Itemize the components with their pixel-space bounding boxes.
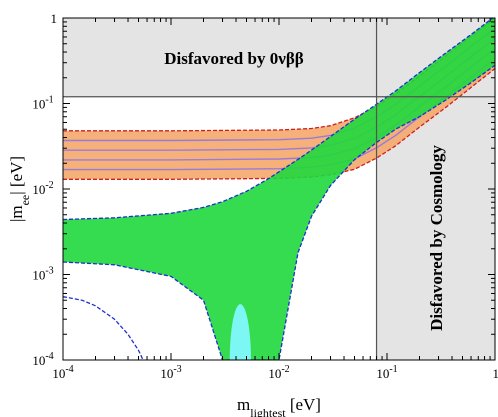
y-axis-label: |mee| [eV] bbox=[7, 156, 32, 222]
region-label-cosmology: Disfavored by Cosmology bbox=[427, 145, 446, 331]
y-axis-label-unit: | [eV] bbox=[7, 156, 26, 195]
reference-lines bbox=[63, 18, 495, 360]
x-tick-label: 10-2 bbox=[268, 364, 289, 381]
x-tick-label: 10-4 bbox=[52, 364, 73, 381]
region-label-0vbb: Disfavored by 0νββ bbox=[164, 49, 304, 68]
mass-bands bbox=[63, 18, 495, 360]
y-tick-label: 10-4 bbox=[32, 351, 53, 368]
y-tick-label: 10-3 bbox=[32, 266, 53, 283]
excluded-regions bbox=[63, 18, 495, 360]
cyan-spot-0 bbox=[229, 304, 251, 360]
x-axis-label: mlightest [eV] bbox=[237, 395, 321, 417]
x-axis-label-unit: [eV] bbox=[286, 395, 321, 414]
axis-ticks bbox=[62, 17, 496, 361]
y-axis-label-main: |m bbox=[7, 205, 26, 222]
x-axis-label-main: m bbox=[237, 395, 250, 414]
y-axis-label-sub: ee bbox=[18, 195, 32, 206]
band-normal-upper-edge bbox=[63, 18, 494, 221]
x-tick-label: 1 bbox=[493, 366, 498, 381]
x-tick-label: 10-3 bbox=[160, 364, 181, 381]
y-tick-label: 10-1 bbox=[32, 95, 53, 112]
cyan-spots bbox=[229, 304, 251, 360]
dashed-curve-0 bbox=[63, 296, 144, 360]
x-tick-label: 10-1 bbox=[376, 364, 397, 381]
tick-labels: 10-4 10-3 10-2 10-1 1 10-4 10-3 10-2 10-1 1 bbox=[32, 11, 498, 381]
band-inverted-lower-edge bbox=[63, 67, 495, 180]
band-normal-fill bbox=[63, 18, 495, 360]
band-inverted-fill bbox=[63, 18, 495, 180]
x-axis-label-sub: lightest bbox=[250, 406, 286, 417]
dashed-curves bbox=[63, 296, 144, 360]
band-normal-lower-edge bbox=[63, 64, 495, 360]
y-tick-label: 1 bbox=[51, 11, 58, 26]
y-tick-label: 10-2 bbox=[32, 180, 53, 197]
